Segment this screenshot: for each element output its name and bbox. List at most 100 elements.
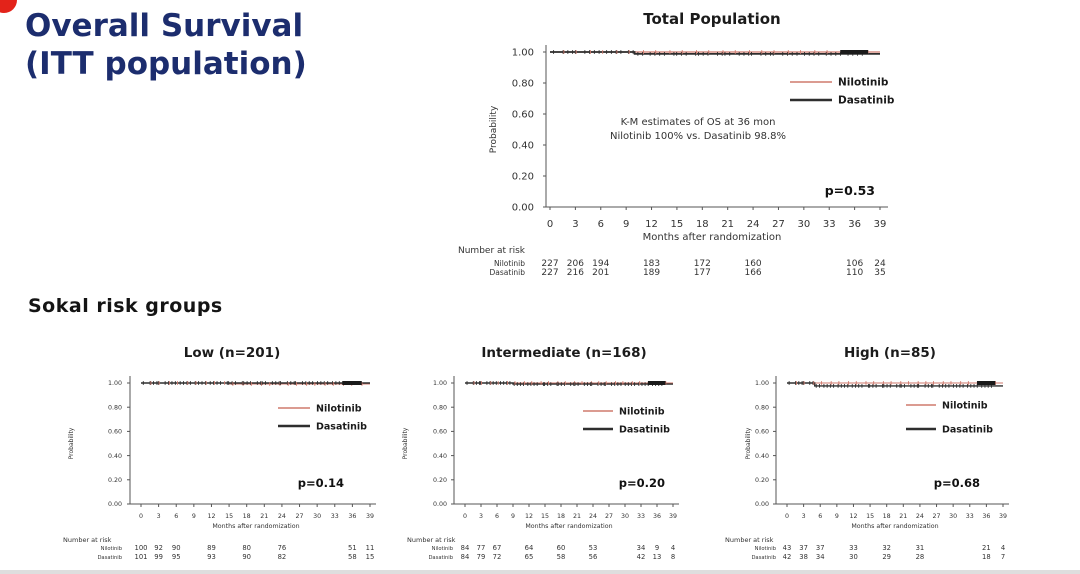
risk-value: 33	[849, 544, 858, 552]
risk-value: 95	[172, 553, 181, 561]
risk-value: 90	[172, 544, 181, 552]
y-tick-label: 0.80	[433, 404, 447, 411]
y-tick-label: 0.40	[512, 141, 534, 152]
x-tick-label: 36	[653, 513, 661, 520]
risk-row-label-nilotinib: Nilotinib	[755, 546, 777, 552]
risk-value: 79	[477, 553, 486, 561]
x-tick-label: 33	[331, 513, 339, 520]
x-tick-label: 18	[243, 513, 251, 520]
chart-title: Total Population	[643, 10, 780, 28]
risk-value: 172	[694, 259, 711, 269]
section-heading-sokal: Sokal risk groups	[28, 295, 223, 317]
x-tick-label: 15	[225, 513, 233, 520]
risk-table-header: Number at risk	[458, 246, 526, 256]
x-tick-label: 21	[721, 219, 734, 230]
x-tick-label: 18	[883, 513, 891, 520]
risk-value: 4	[671, 544, 675, 552]
risk-row-label-dasatinib: Dasatinib	[751, 555, 776, 561]
risk-value: 15	[366, 553, 375, 561]
risk-value: 42	[637, 553, 646, 561]
risk-value: 21	[982, 544, 991, 552]
risk-value: 77	[477, 544, 486, 552]
p-value-label: p=0.68	[934, 476, 980, 490]
x-tick-label: 21	[899, 513, 907, 520]
x-tick-label: 0	[547, 219, 553, 230]
x-tick-label: 3	[802, 513, 806, 520]
risk-value: 30	[849, 553, 858, 561]
risk-row-label-nilotinib: Nilotinib	[101, 546, 123, 552]
y-tick-label: 0.60	[512, 110, 534, 121]
x-tick-label: 30	[621, 513, 629, 520]
risk-value: 38	[799, 553, 808, 561]
risk-value: 11	[366, 544, 375, 552]
x-tick-label: 12	[525, 513, 533, 520]
risk-value: 183	[643, 259, 660, 269]
risk-row-label-nilotinib: Nilotinib	[494, 259, 525, 268]
x-tick-label: 24	[916, 513, 924, 520]
risk-value: 72	[493, 553, 502, 561]
x-axis-title: Months after randomization	[525, 523, 612, 530]
y-axis-title: Probability	[402, 427, 409, 459]
series-line-dasatinib	[550, 51, 880, 55]
legend-label-nilotinib: Nilotinib	[619, 406, 665, 417]
y-axis-title: Probability	[68, 427, 75, 459]
x-axis-title: Months after randomization	[212, 523, 299, 530]
x-tick-label: 18	[557, 513, 565, 520]
x-tick-label: 39	[874, 219, 887, 230]
y-tick-label: 0.80	[108, 404, 122, 411]
risk-value: 34	[637, 544, 646, 552]
p-value-label: p=0.14	[298, 476, 344, 490]
risk-value: 13	[653, 553, 662, 561]
risk-value: 7	[1001, 553, 1005, 561]
risk-row-label-dasatinib: Dasatinib	[490, 268, 526, 277]
slide-title: Overall Survival (ITT population)	[25, 8, 307, 84]
x-tick-label: 21	[260, 513, 268, 520]
risk-value: 60	[557, 544, 566, 552]
x-tick-label: 6	[598, 219, 604, 230]
km-plot-sokal-intermediate: Intermediate (n=168) 1.00 0.80 0.60 0.40 0.20…	[402, 345, 679, 561]
risk-value: 90	[242, 553, 251, 561]
risk-value: 110	[846, 268, 863, 278]
risk-value: 206	[567, 259, 584, 269]
y-tick-label: 0.40	[433, 453, 447, 460]
risk-row-label-dasatinib: Dasatinib	[97, 555, 122, 561]
x-tick-label: 33	[966, 513, 974, 520]
risk-value: 34	[816, 553, 825, 561]
risk-value: 37	[799, 544, 808, 552]
x-tick-label: 6	[818, 513, 822, 520]
risk-value: 177	[694, 268, 711, 278]
risk-value: 106	[846, 259, 863, 269]
legend-label-nilotinib: Nilotinib	[838, 77, 889, 89]
x-tick-label: 9	[511, 513, 515, 520]
x-tick-label: 12	[207, 513, 215, 520]
x-tick-label: 3	[572, 219, 578, 230]
x-tick-label: 0	[785, 513, 789, 520]
y-tick-label: 0.60	[108, 429, 122, 436]
x-tick-label: 27	[933, 513, 941, 520]
risk-value: 58	[557, 553, 566, 561]
risk-value: 8	[671, 553, 675, 561]
x-tick-label: 3	[479, 513, 483, 520]
risk-value: 24	[874, 259, 886, 269]
risk-value: 100	[135, 544, 148, 552]
km-plot-total-population: Total Population 1.00 0.80 0.60 0.40 0.20 0.00…	[458, 10, 895, 278]
x-tick-label: 27	[296, 513, 304, 520]
risk-value: 194	[592, 259, 609, 269]
x-tick-label: 36	[348, 513, 356, 520]
risk-value: 31	[916, 544, 925, 552]
risk-value: 84	[461, 544, 470, 552]
y-tick-label: 1.00	[512, 48, 534, 59]
risk-value: 99	[154, 553, 163, 561]
risk-value: 56	[589, 553, 598, 561]
risk-value: 92	[154, 544, 163, 552]
x-tick-label: 33	[823, 219, 836, 230]
risk-value: 29	[882, 553, 891, 561]
risk-value: 201	[592, 268, 609, 278]
risk-value: 64	[525, 544, 534, 552]
legend-label-dasatinib: Dasatinib	[838, 95, 895, 107]
x-tick-label: 33	[637, 513, 645, 520]
x-axis-title: Months after randomization	[643, 232, 782, 243]
x-tick-label: 3	[157, 513, 161, 520]
risk-row-label-nilotinib: Nilotinib	[432, 546, 454, 552]
risk-value: 80	[242, 544, 251, 552]
